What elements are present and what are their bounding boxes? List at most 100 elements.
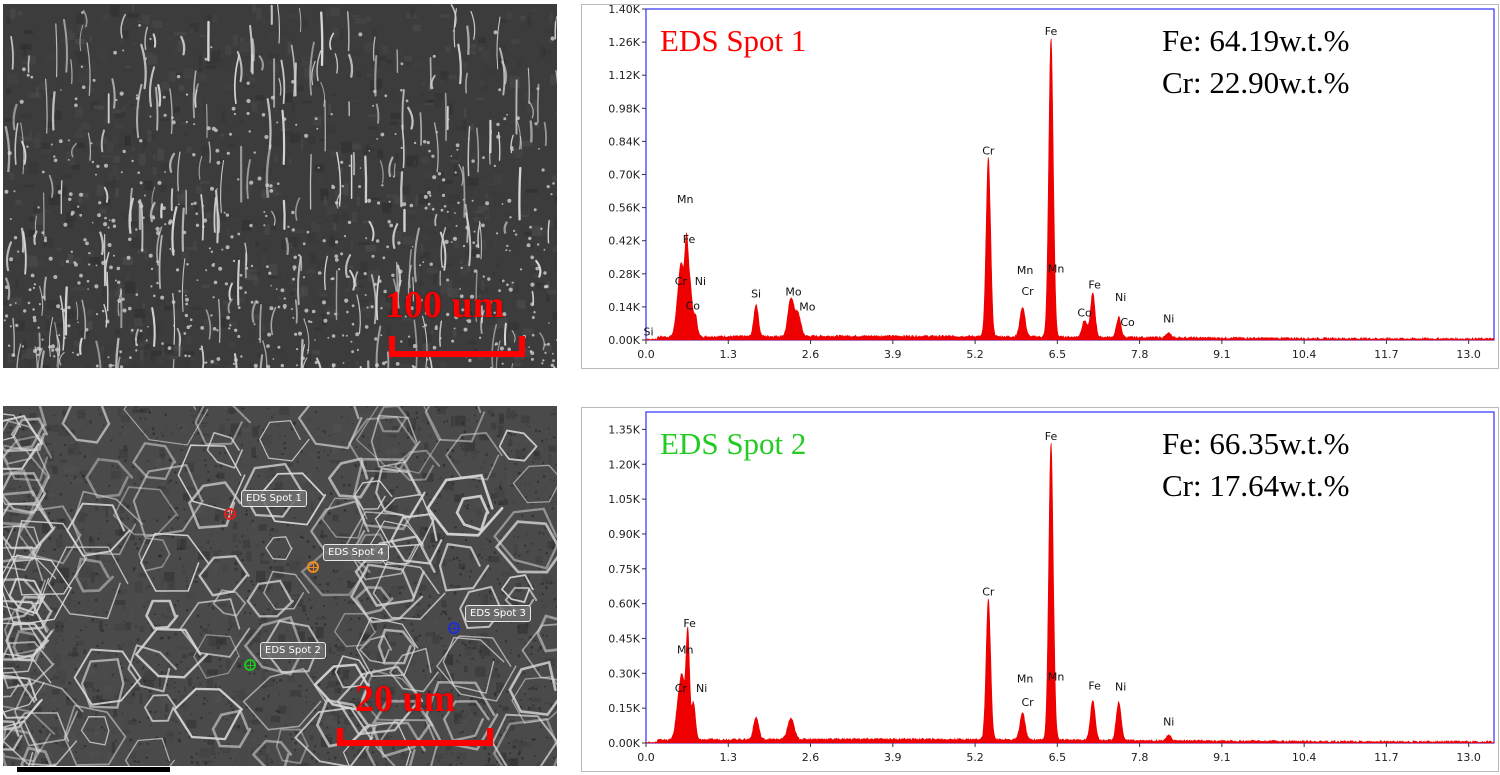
- y-tick-label: 0.56K: [608, 202, 640, 215]
- x-tick-label: 11.7: [1374, 348, 1399, 361]
- sem-dendrite-features: [3, 4, 557, 368]
- x-tick-label: 13.0: [1456, 751, 1481, 764]
- sem-info-strip: [17, 767, 170, 772]
- eds-spot-4-marker[interactable]: [307, 561, 319, 573]
- cr-composition-spectrum-1: Cr: 22.90w.t.%: [1162, 65, 1350, 100]
- x-tick-label: 6.5: [1049, 348, 1067, 361]
- peak-label: Cr: [1021, 696, 1034, 709]
- peak-label: Co: [686, 300, 701, 313]
- peak-label: Co: [1120, 316, 1135, 329]
- eds-spot-3-marker[interactable]: [448, 622, 460, 634]
- peak-label: Cr: [675, 682, 688, 695]
- peak-label: Ni: [1163, 716, 1174, 729]
- eds-spectrum-1-plot: 0.0 1.3 2.6 3.9 5.2 6.5 7.8 9.1 10.4 11.7 13.0 0.00…: [608, 5, 1495, 361]
- x-tick-label: 3.9: [884, 348, 902, 361]
- peak-label: Ni: [696, 682, 707, 695]
- y-tick-label: 0.28K: [608, 268, 640, 281]
- peak-label: Cr: [1021, 285, 1034, 298]
- fe-composition-spectrum-1: Fe: 64.19w.t.%: [1162, 23, 1350, 58]
- x-tick-label: 10.4: [1292, 751, 1317, 764]
- y-tick-label: 0.75K: [608, 563, 640, 576]
- plot-border: [645, 8, 1495, 341]
- x-tick-label: 6.5: [1049, 751, 1067, 764]
- x-tick-label: 11.7: [1374, 751, 1399, 764]
- scale-bar-bottom: [337, 740, 493, 746]
- y-tick-label: 0.00K: [608, 334, 640, 347]
- y-tick-label: 0.84K: [608, 135, 640, 148]
- scale-bar-top-right-tick: [519, 336, 525, 357]
- peak-label: Ni: [1115, 681, 1126, 694]
- scale-bar-top: [389, 351, 525, 357]
- sem-dendrite-features: [3, 406, 557, 766]
- peak-label: Mo: [785, 286, 801, 299]
- peak-label: Mo: [799, 300, 815, 313]
- eds-spectrum-1-panel: 0.0 1.3 2.6 3.9 5.2 6.5 7.8 9.1 10.4 11.7 13.0 0.00…: [581, 4, 1499, 369]
- eds-spot-4-label: EDS Spot 4: [323, 544, 389, 561]
- y-tick-label: 0.42K: [608, 235, 640, 248]
- y-tick-label: 0.70K: [608, 169, 640, 182]
- peak-label: Cr: [675, 275, 688, 288]
- peak-label: Fe: [1088, 680, 1101, 693]
- peak-label: Fe: [683, 617, 696, 630]
- x-tick-label: 9.1: [1213, 348, 1231, 361]
- peak-label: Fe: [683, 233, 696, 246]
- eds-spot-1-label: EDS Spot 1: [241, 490, 307, 507]
- eds-spectrum-2-plot: 0.0 1.3 2.6 3.9 5.2 6.5 7.8 9.1 10.4 11.7 13.0 0.00…: [608, 411, 1495, 764]
- scale-bar-top-left-tick: [389, 336, 395, 357]
- eds-spot-1-marker[interactable]: [224, 508, 236, 520]
- y-tick-label: 1.40K: [608, 5, 640, 16]
- eds-spot-2-label: EDS Spot 2: [260, 642, 326, 659]
- plot-border: [645, 411, 1495, 744]
- y-tick-label: 0.90K: [608, 528, 640, 541]
- x-tick-label: 2.6: [802, 751, 820, 764]
- scale-bar-bottom-right-tick: [487, 728, 493, 746]
- y-tick-label: 1.12K: [608, 69, 640, 82]
- y-tick-label: 0.14K: [608, 301, 640, 314]
- x-tick-label: 1.3: [720, 751, 738, 764]
- peak-label: Co: [1077, 306, 1092, 319]
- x-tick-label: 0.0: [637, 348, 655, 361]
- x-tick-label: 7.8: [1131, 348, 1149, 361]
- eds-spot-2-marker[interactable]: [244, 659, 256, 671]
- spectrum-area: [645, 442, 1495, 744]
- scale-bar-label-bottom: 20 um: [355, 678, 456, 720]
- x-tick-label: 1.3: [720, 348, 738, 361]
- y-tick-label: 1.05K: [608, 493, 640, 506]
- peak-label: Mn: [1017, 264, 1033, 277]
- scale-bar-bottom-left-tick: [337, 728, 343, 746]
- cr-composition-spectrum-2: Cr: 17.64w.t.%: [1162, 468, 1350, 503]
- peak-label: Si: [644, 325, 654, 338]
- peak-label: Cr: [982, 586, 995, 599]
- peak-label: Cr: [982, 144, 995, 157]
- sem-micrograph-bottom: EDS Spot 1 EDS Spot 4 EDS Spot 3 EDS Spo…: [3, 406, 557, 766]
- y-tick-label: 1.35K: [608, 423, 640, 436]
- sem-micrograph-top: 100 um: [3, 4, 557, 368]
- peak-label: Mn: [677, 193, 693, 206]
- peak-label: Mn: [677, 644, 693, 657]
- peak-label: Mn: [1017, 673, 1033, 686]
- x-tick-label: 5.2: [966, 348, 984, 361]
- y-tick-label: 0.60K: [608, 598, 640, 611]
- peak-label: Ni: [1115, 291, 1126, 304]
- x-tick-label: 13.0: [1456, 348, 1481, 361]
- y-tick-label: 0.00K: [608, 737, 640, 750]
- x-tick-label: 9.1: [1213, 751, 1231, 764]
- peak-label: Ni: [1163, 312, 1174, 325]
- peak-label: Fe: [1045, 430, 1058, 443]
- spectrum-area: [645, 38, 1495, 341]
- x-tick-label: 2.6: [802, 348, 820, 361]
- fe-composition-spectrum-2: Fe: 66.35w.t.%: [1162, 426, 1350, 461]
- x-tick-label: 5.2: [966, 751, 984, 764]
- eds-spectrum-2-panel: 0.0 1.3 2.6 3.9 5.2 6.5 7.8 9.1 10.4 11.7 13.0 0.00…: [581, 407, 1499, 772]
- y-tick-label: 0.45K: [608, 632, 640, 645]
- peak-label: Mn: [1048, 670, 1064, 683]
- x-tick-label: 3.9: [884, 751, 902, 764]
- chart-title-spectrum-2: EDS Spot 2: [660, 426, 807, 461]
- sem-texture-bottom: [3, 406, 557, 766]
- y-tick-label: 1.26K: [608, 36, 640, 49]
- y-tick-label: 0.15K: [608, 702, 640, 715]
- y-tick-label: 0.98K: [608, 102, 640, 115]
- peak-label: Mn: [1048, 263, 1064, 276]
- sem-texture-top: [3, 4, 557, 368]
- chart-title-spectrum-1: EDS Spot 1: [660, 23, 807, 58]
